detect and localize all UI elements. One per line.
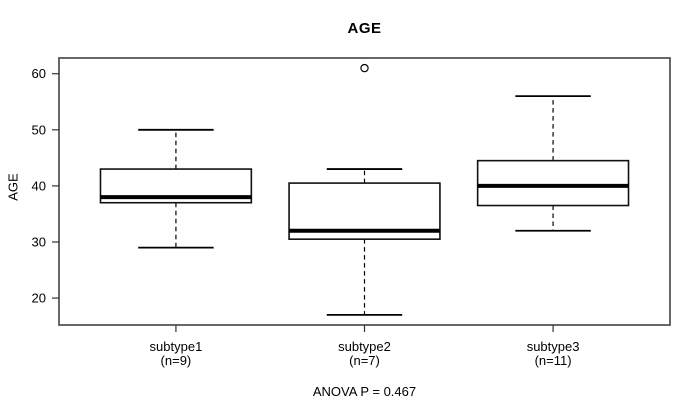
box-subtype3 xyxy=(476,159,630,207)
y-tick-label: 60 xyxy=(32,66,46,81)
y-tick-label: 40 xyxy=(32,178,46,193)
x-category-label: subtype2 xyxy=(338,339,391,354)
y-tick-label: 30 xyxy=(32,234,46,249)
anova-annotation: ANOVA P = 0.467 xyxy=(312,384,417,399)
x-category-sublabel: (n=11) xyxy=(535,353,572,368)
y-tick-label: 20 xyxy=(32,291,46,306)
y-tick-label: 50 xyxy=(32,122,46,137)
x-category-label: subtype3 xyxy=(527,339,580,354)
outlier-point xyxy=(360,63,369,73)
x-category-sublabel: (n=7) xyxy=(349,353,380,368)
x-category-sublabel: (n=9) xyxy=(161,353,192,368)
x-category-label: subtype1 xyxy=(150,339,203,354)
chart-title: AGE xyxy=(347,20,382,37)
